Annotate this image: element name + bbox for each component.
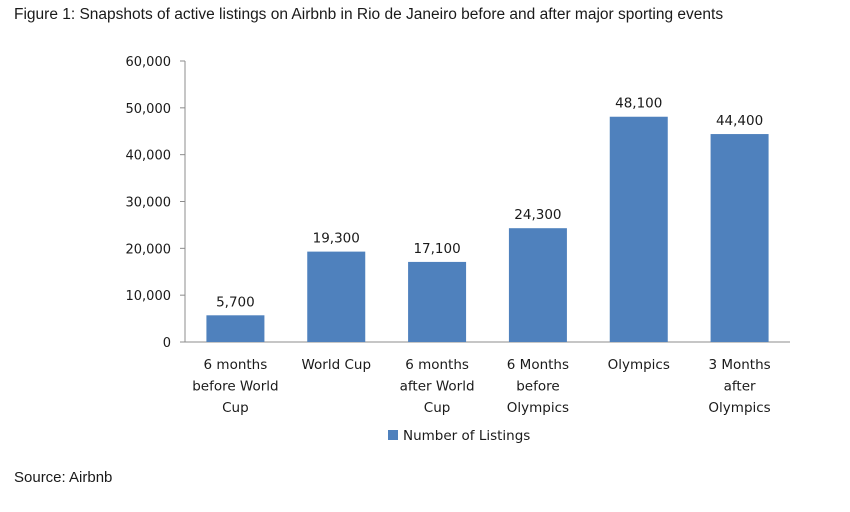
bar: [710, 134, 769, 342]
category-label-line: 6 months: [405, 357, 469, 373]
data-label: 17,100: [413, 241, 460, 257]
legend-swatch: [388, 430, 398, 440]
category-label: Olympics: [608, 357, 670, 373]
bar: [408, 261, 467, 342]
bar: [206, 315, 265, 342]
category-label-line: after World: [400, 379, 475, 395]
y-tick-label: 40,000: [126, 149, 172, 164]
y-tick-label: 0: [163, 336, 171, 351]
category-label-line: 6 months: [204, 357, 268, 373]
category-label-line: Olympics: [708, 400, 770, 416]
category-label-line: 6 Months: [507, 357, 569, 373]
legend: Number of Listings: [388, 428, 530, 444]
y-tick-label: 30,000: [126, 196, 172, 211]
data-label: 24,300: [514, 207, 561, 223]
category-label: 6 Months before Olympics: [507, 357, 569, 416]
category-label-line: 3 Months: [708, 357, 770, 373]
category-label-line: Olympics: [507, 400, 569, 416]
category-labels: 6 months before World Cup World Cup 6 months…: [192, 357, 771, 416]
y-axis: 0 10,000 20,000 30,000 40,000 50,000 60,000: [126, 55, 790, 351]
category-label-line: after: [724, 379, 756, 395]
bar-chart: 0 10,000 20,000 30,000 40,000 50,000 60,000 5,…: [126, 55, 790, 444]
data-label: 44,400: [716, 113, 763, 129]
data-label: 48,100: [615, 96, 662, 112]
data-label: 19,300: [313, 231, 360, 247]
category-label: World Cup: [301, 357, 371, 373]
bar: [307, 251, 366, 342]
figure-title: Figure 1: Snapshots of active listings o…: [14, 6, 724, 23]
category-label-line: before: [516, 379, 559, 395]
category-label-line: before World: [192, 379, 278, 395]
y-tick-label: 60,000: [126, 55, 172, 70]
y-tick-label: 50,000: [126, 102, 172, 117]
data-label: 5,700: [216, 294, 255, 310]
data-labels: 5,700 19,300 17,100 24,300 48,100 44,400: [216, 96, 763, 311]
category-label-line: World Cup: [301, 357, 371, 373]
legend-label: Number of Listings: [403, 428, 530, 444]
bars: [206, 116, 769, 343]
y-tick-label: 10,000: [126, 289, 172, 304]
category-label-line: Cup: [222, 400, 249, 416]
bar: [508, 228, 567, 342]
y-tick-label: 20,000: [126, 242, 172, 257]
bar: [609, 116, 668, 343]
category-label-line: Cup: [424, 400, 451, 416]
source-note: Source: Airbnb: [14, 469, 113, 486]
category-label-line: Olympics: [608, 357, 670, 373]
category-label: 6 months before World Cup: [192, 357, 278, 416]
category-label: 6 months after World Cup: [400, 357, 475, 416]
category-label: 3 Months after Olympics: [708, 357, 770, 416]
